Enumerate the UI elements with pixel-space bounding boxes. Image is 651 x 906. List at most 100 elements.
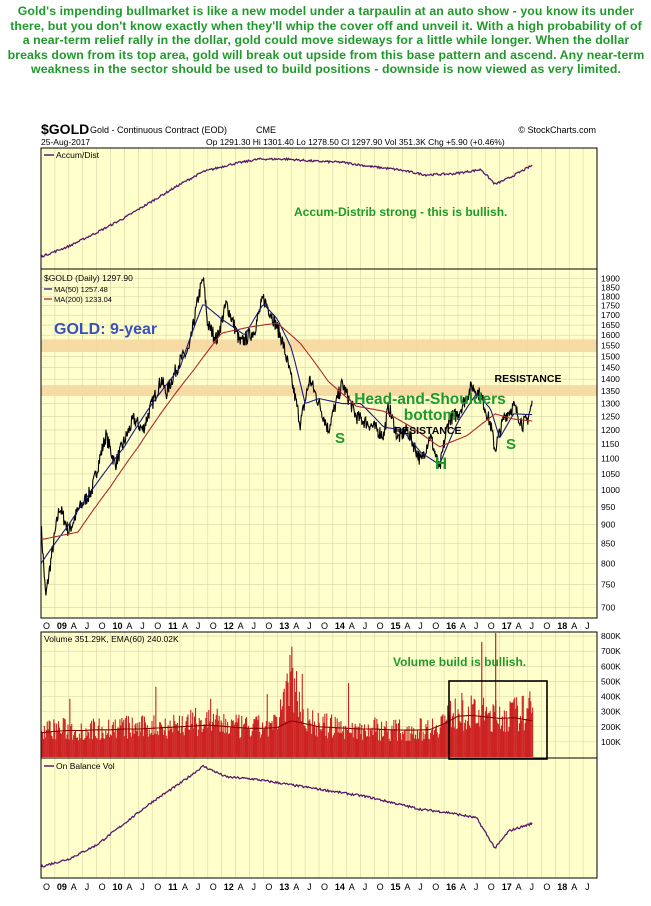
volume-bar bbox=[49, 721, 51, 757]
volume-bar bbox=[114, 719, 116, 757]
chart-date: 25-Aug-2017 bbox=[41, 137, 90, 147]
volume-bar bbox=[83, 739, 85, 757]
volume-bar bbox=[166, 738, 168, 757]
volume-bar bbox=[316, 736, 318, 757]
volume-bar bbox=[353, 727, 355, 757]
x-tick-label: 09 bbox=[57, 621, 67, 631]
hs-annotation-line2: bottom bbox=[404, 407, 457, 424]
volume-bar bbox=[457, 709, 459, 757]
volume-bar bbox=[351, 723, 353, 757]
volume-bar bbox=[492, 704, 494, 757]
volume-bar bbox=[51, 736, 53, 757]
volume-bar bbox=[385, 720, 387, 757]
right-shoulder-label: S bbox=[506, 436, 516, 453]
volume-bar bbox=[214, 719, 216, 757]
volume-bar bbox=[507, 731, 509, 757]
volume-bar bbox=[233, 724, 235, 757]
volume-bar bbox=[65, 738, 67, 757]
x-tick-label: O bbox=[377, 882, 384, 892]
volume-spike-bar bbox=[495, 633, 497, 757]
volume-bar bbox=[158, 735, 160, 757]
volume-bar bbox=[446, 719, 448, 757]
volume-bar bbox=[368, 736, 370, 757]
volume-bar bbox=[483, 697, 485, 757]
x-tick-label: J bbox=[140, 882, 145, 892]
volume-bar bbox=[209, 721, 211, 757]
price-tick-label: 900 bbox=[601, 520, 615, 530]
volume-bar bbox=[455, 729, 457, 757]
panel-frames bbox=[40, 147, 598, 879]
x-tick-label: O bbox=[154, 882, 161, 892]
x-tick-label: 18 bbox=[557, 882, 567, 892]
volume-bar bbox=[232, 720, 234, 757]
ma200-line bbox=[40, 322, 533, 541]
volume-bar bbox=[278, 727, 280, 757]
gridlines bbox=[40, 148, 597, 878]
hs-annotation-line1: Head-and-Shoulders bbox=[354, 391, 506, 408]
x-tick-label: J bbox=[196, 621, 201, 631]
price-tick-label: 1600 bbox=[601, 330, 620, 340]
volume-bar bbox=[272, 729, 274, 757]
volume-bar bbox=[436, 732, 438, 757]
volume-bar bbox=[196, 736, 198, 757]
volume-bar bbox=[100, 738, 102, 757]
volume-bar bbox=[246, 728, 248, 757]
volume-bar bbox=[496, 720, 498, 757]
price-tick-label: 1400 bbox=[601, 374, 620, 384]
volume-bar bbox=[86, 735, 88, 757]
volume-bar bbox=[315, 726, 317, 757]
volume-bar bbox=[361, 725, 363, 757]
volume-bar bbox=[204, 725, 206, 757]
volume-bar bbox=[513, 699, 515, 757]
x-tick-label: O bbox=[543, 621, 550, 631]
volume-bar bbox=[97, 725, 99, 757]
resistance-band bbox=[41, 385, 597, 397]
volume-bar bbox=[518, 731, 520, 757]
volume-bar bbox=[311, 733, 313, 757]
volume-bar bbox=[297, 716, 299, 757]
volume-bar bbox=[110, 735, 112, 757]
x-tick-label: J bbox=[85, 882, 90, 892]
volume-bar bbox=[217, 720, 219, 757]
volume-bar bbox=[369, 728, 371, 757]
volume-bar bbox=[491, 732, 493, 757]
volume-bar bbox=[195, 708, 197, 757]
volume-bar bbox=[126, 715, 128, 757]
volume-bar bbox=[348, 683, 350, 757]
volume-bar bbox=[136, 731, 138, 757]
volume-bar bbox=[298, 691, 300, 757]
volume-bar bbox=[345, 725, 347, 757]
volume-bar bbox=[59, 732, 61, 757]
volume-bar bbox=[466, 729, 468, 757]
price-tick-label: 1700 bbox=[601, 310, 620, 320]
volume-bar bbox=[138, 736, 140, 757]
volume-bar bbox=[82, 739, 84, 757]
volume-bar bbox=[376, 718, 378, 757]
x-tick-label: A bbox=[126, 882, 132, 892]
volume-bar bbox=[341, 733, 343, 757]
volume-bar bbox=[420, 718, 422, 757]
volume-bar bbox=[423, 739, 425, 757]
volume-bar bbox=[433, 734, 435, 757]
volume-bar bbox=[287, 682, 289, 757]
x-tick-label: 13 bbox=[279, 882, 289, 892]
volume-bar bbox=[314, 735, 316, 757]
volume-bar bbox=[332, 735, 334, 757]
volume-bar bbox=[430, 732, 432, 757]
x-tick-label: 11 bbox=[168, 882, 178, 892]
volume-bar bbox=[373, 719, 375, 757]
volume-bar bbox=[63, 718, 65, 757]
volume-bar bbox=[305, 728, 307, 757]
volume-bar bbox=[525, 719, 527, 757]
volume-bar bbox=[323, 722, 325, 757]
x-tick-label: O bbox=[154, 621, 161, 631]
volume-bar bbox=[194, 716, 196, 757]
volume-bar bbox=[125, 718, 127, 757]
x-tick-label: A bbox=[571, 882, 577, 892]
volume-bar bbox=[508, 726, 510, 757]
volume-bar bbox=[153, 715, 155, 757]
volume-bar bbox=[357, 726, 359, 757]
volume-bar bbox=[403, 731, 405, 757]
price-tick-label: 1850 bbox=[601, 282, 620, 292]
